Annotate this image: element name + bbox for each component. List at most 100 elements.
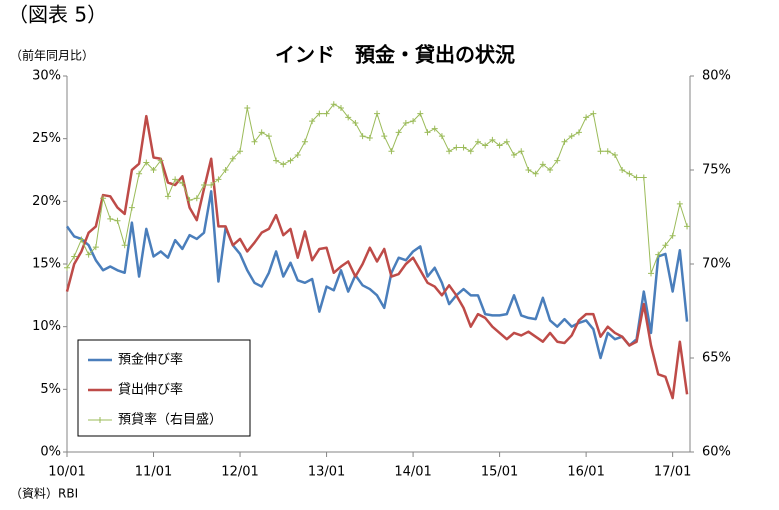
point-marker xyxy=(511,151,518,158)
point-marker xyxy=(655,251,662,258)
point-marker xyxy=(590,110,597,117)
point-marker xyxy=(503,138,510,145)
y-tick-label: 20% xyxy=(32,194,61,209)
point-marker xyxy=(374,110,381,117)
point-marker xyxy=(200,182,207,189)
x-tick-label: 14/01 xyxy=(394,465,431,480)
legend-box xyxy=(77,339,251,437)
point-marker xyxy=(179,180,186,187)
point-marker xyxy=(597,148,604,155)
y-tick-label: 25% xyxy=(32,131,61,146)
point-marker xyxy=(424,129,431,136)
point-marker xyxy=(489,136,496,143)
point-marker xyxy=(482,142,489,149)
point-marker xyxy=(143,159,150,166)
point-marker xyxy=(215,176,222,183)
point-marker xyxy=(71,253,78,260)
source: （資料）RBI xyxy=(10,487,78,501)
point-marker xyxy=(648,270,655,277)
point-marker xyxy=(583,114,590,121)
y-tick-label: 30% xyxy=(32,69,61,84)
point-marker xyxy=(85,251,92,258)
point-marker xyxy=(575,129,582,136)
point-marker xyxy=(474,138,481,145)
point-marker xyxy=(388,148,395,155)
point-marker xyxy=(496,142,503,149)
point-marker xyxy=(366,135,373,142)
x-tick-label: 10/01 xyxy=(48,465,85,480)
point-marker xyxy=(431,125,438,132)
point-marker xyxy=(301,138,308,145)
point-marker xyxy=(157,157,164,164)
x-tick-label: 15/01 xyxy=(481,465,518,480)
x-tick-label: 16/01 xyxy=(567,465,604,480)
point-marker xyxy=(100,195,107,202)
line-series xyxy=(65,114,689,400)
legend-marker xyxy=(97,417,103,423)
point-marker xyxy=(395,129,402,136)
point-marker xyxy=(222,167,229,173)
point-marker xyxy=(330,101,337,108)
point-marker xyxy=(662,242,669,249)
legend-label: 預貸率（右目盛） xyxy=(118,412,222,428)
point-marker xyxy=(518,148,525,155)
legend-label: 貸出伸び率 xyxy=(118,382,183,398)
line-series xyxy=(66,103,688,274)
point-marker xyxy=(532,170,539,177)
y-tick-label: 5% xyxy=(40,382,61,397)
point-marker xyxy=(323,110,330,117)
point-marker xyxy=(417,110,424,117)
x-tick-label: 12/01 xyxy=(221,465,258,480)
point-marker xyxy=(164,193,171,200)
x-tick-label: 11/01 xyxy=(135,465,172,480)
point-marker xyxy=(525,167,532,173)
point-marker xyxy=(114,217,121,224)
point-marker xyxy=(258,129,265,136)
point-marker xyxy=(619,167,626,173)
point-marker xyxy=(229,155,236,162)
point-marker xyxy=(172,176,179,183)
point-marker xyxy=(294,151,301,158)
point-marker xyxy=(251,138,258,145)
point-marker xyxy=(539,161,546,168)
point-marker xyxy=(107,215,114,222)
figure-label: （図表 5） xyxy=(8,3,107,27)
point-marker xyxy=(676,200,683,207)
point-marker xyxy=(453,144,460,151)
point-marker xyxy=(208,182,215,189)
point-marker xyxy=(359,133,366,140)
point-marker xyxy=(345,114,352,121)
x-tick-label: 17/01 xyxy=(654,465,691,480)
point-marker xyxy=(121,242,128,249)
x-tick-label: 13/01 xyxy=(308,465,345,480)
point-marker xyxy=(561,138,568,145)
point-marker xyxy=(460,144,467,151)
point-marker xyxy=(438,133,445,140)
point-marker xyxy=(467,148,474,155)
point-marker xyxy=(316,110,323,117)
point-marker xyxy=(150,167,157,173)
y-tick-label: 15% xyxy=(32,257,61,272)
legend-label: 預金伸び率 xyxy=(118,352,183,368)
point-marker xyxy=(669,232,676,239)
y2-tick-label: 80% xyxy=(702,69,731,84)
y2-tick-label: 65% xyxy=(702,351,731,366)
point-marker xyxy=(265,133,272,140)
point-marker xyxy=(640,174,647,181)
point-marker xyxy=(186,197,193,204)
point-marker xyxy=(337,104,344,111)
point-marker xyxy=(309,118,316,125)
point-marker xyxy=(280,161,287,168)
point-marker xyxy=(64,264,70,271)
point-marker xyxy=(611,151,618,158)
point-marker xyxy=(193,195,200,202)
point-marker xyxy=(402,120,409,126)
point-marker xyxy=(381,133,388,140)
y-axis-label: （前年同月比） xyxy=(10,48,94,63)
y-tick-label: 0% xyxy=(40,445,61,460)
point-marker xyxy=(633,174,640,181)
point-marker xyxy=(92,244,99,251)
y2-tick-label: 70% xyxy=(702,257,731,272)
point-marker xyxy=(352,120,359,126)
